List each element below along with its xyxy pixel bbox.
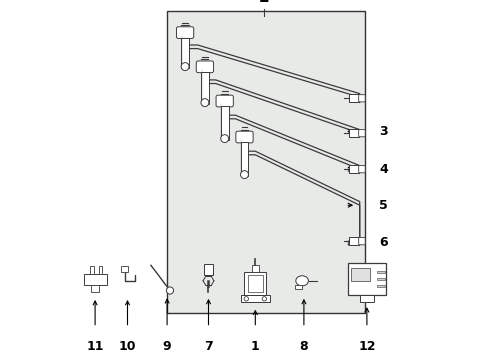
Circle shape xyxy=(262,297,266,301)
Bar xyxy=(220,106,228,140)
Bar xyxy=(203,264,213,275)
FancyBboxPatch shape xyxy=(235,131,253,143)
Bar xyxy=(247,275,262,292)
Bar xyxy=(376,278,384,280)
FancyBboxPatch shape xyxy=(196,61,213,73)
Bar xyxy=(167,11,365,313)
FancyBboxPatch shape xyxy=(176,27,193,39)
Ellipse shape xyxy=(295,276,308,286)
Bar xyxy=(348,129,359,137)
Bar xyxy=(201,72,208,104)
Bar xyxy=(376,271,384,273)
Bar xyxy=(83,274,106,285)
Bar xyxy=(90,266,94,274)
Text: 1: 1 xyxy=(250,340,259,353)
Text: 8: 8 xyxy=(299,340,307,353)
Bar xyxy=(244,272,265,295)
Bar xyxy=(350,268,369,281)
Bar xyxy=(241,295,269,302)
FancyBboxPatch shape xyxy=(358,95,365,102)
Bar xyxy=(91,285,99,292)
Text: 4: 4 xyxy=(379,163,387,176)
Bar xyxy=(121,266,128,272)
Bar xyxy=(348,165,359,173)
Text: 7: 7 xyxy=(203,340,212,353)
Ellipse shape xyxy=(181,63,189,71)
Text: 11: 11 xyxy=(86,340,103,353)
Bar xyxy=(251,265,258,272)
Text: 2: 2 xyxy=(258,0,269,5)
Bar xyxy=(181,38,189,68)
Ellipse shape xyxy=(201,99,208,107)
FancyBboxPatch shape xyxy=(216,95,233,107)
Bar xyxy=(294,285,302,289)
Bar xyxy=(99,266,102,274)
Text: 5: 5 xyxy=(379,199,387,212)
FancyBboxPatch shape xyxy=(358,130,365,137)
Text: 12: 12 xyxy=(357,340,375,353)
Text: 6: 6 xyxy=(379,237,387,249)
Text: 3: 3 xyxy=(379,125,387,138)
Bar xyxy=(347,263,385,295)
FancyBboxPatch shape xyxy=(358,238,365,245)
Bar xyxy=(359,295,373,302)
Bar xyxy=(240,142,248,176)
Text: 10: 10 xyxy=(119,340,136,353)
Ellipse shape xyxy=(240,171,248,179)
FancyBboxPatch shape xyxy=(358,166,365,173)
Ellipse shape xyxy=(220,135,228,143)
Bar xyxy=(348,94,359,102)
Bar xyxy=(376,285,384,287)
Bar xyxy=(348,237,359,245)
Text: 9: 9 xyxy=(163,340,171,353)
Circle shape xyxy=(244,297,248,301)
Circle shape xyxy=(166,287,173,294)
